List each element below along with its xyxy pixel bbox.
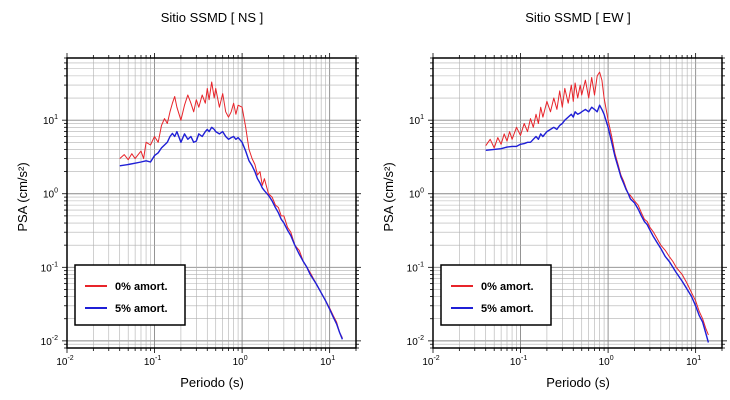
x-tick-label: 100 [599, 355, 614, 368]
chart-panel-ew: Sitio SSMD [ EW ] Periodo (s) PSA (cm/s²… [381, 10, 727, 390]
y-tick-label: 10-1 [407, 261, 424, 274]
legend-label: 0% amort. [481, 281, 534, 293]
chart-title: Sitio SSMD [ NS ] [161, 10, 264, 25]
legend-box [440, 264, 552, 326]
x-tick-label: 101 [686, 355, 701, 368]
x-axis-label: Periodo (s) [546, 375, 610, 390]
chart-title: Sitio SSMD [ EW ] [525, 10, 630, 25]
legend: 0% amort. 5% amort. [74, 264, 186, 326]
x-tick-label: 10-2 [56, 355, 73, 368]
x-tick-label: 100 [233, 355, 248, 368]
legend: 0% amort. 5% amort. [440, 264, 552, 326]
legend-label: 5% amort. [115, 303, 168, 315]
y-tick-label: 101 [43, 114, 58, 127]
plot-frame [66, 57, 357, 349]
y-tick-label: 10-2 [407, 335, 424, 348]
y-axis-label: PSA (cm/s²) [381, 162, 396, 231]
y-axis-label: PSA (cm/s²) [15, 162, 30, 231]
y-tick-label: 100 [43, 188, 58, 201]
x-axis-label: Periodo (s) [180, 375, 244, 390]
x-tick-label: 10-1 [144, 355, 161, 368]
y-tick-label: 100 [409, 188, 424, 201]
x-tick-label: 101 [320, 355, 335, 368]
y-tick-label: 101 [409, 114, 424, 127]
legend-box [74, 264, 186, 326]
x-tick-label: 10-1 [510, 355, 527, 368]
plot-frame [432, 57, 723, 349]
chart-panel-ns: Sitio SSMD [ NS ] Periodo (s) PSA (cm/s²… [15, 10, 361, 390]
legend-label: 0% amort. [115, 281, 168, 293]
series-line [119, 126, 344, 340]
y-tick-label: 10-2 [41, 335, 58, 348]
y-tick-label: 10-1 [41, 261, 58, 274]
legend-label: 5% amort. [481, 303, 534, 315]
x-tick-label: 10-2 [422, 355, 439, 368]
series-line [485, 104, 710, 343]
series-line [485, 71, 709, 336]
